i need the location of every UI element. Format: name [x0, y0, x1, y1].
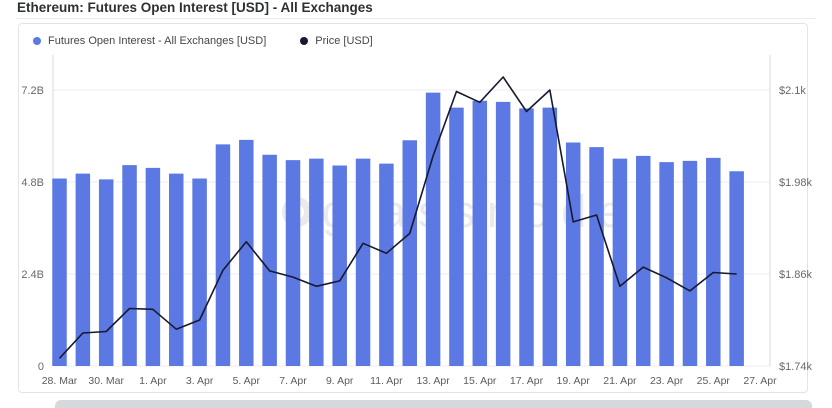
- x-axis-tick-label: 23. Apr: [650, 375, 684, 387]
- price-line: [58, 76, 737, 359]
- oi-bar-3-apr[interactable]: [192, 178, 207, 366]
- left-axis-tick-label: 0: [38, 361, 44, 373]
- oi-bar-1-apr[interactable]: [145, 167, 161, 366]
- x-axis-tick-label: 7. Apr: [279, 375, 307, 387]
- oi-bar-10-apr[interactable]: [355, 158, 371, 366]
- right-axis-tick-label: $2.1k: [779, 85, 806, 97]
- oi-bar-17-apr[interactable]: [519, 108, 534, 367]
- x-axis-tick-label: 17. Apr: [510, 375, 544, 387]
- oi-bar-25-apr[interactable]: [706, 157, 721, 366]
- chart-title: Ethereum: Futures Open Interest [USD] - …: [17, 0, 373, 15]
- oi-bar-11-apr[interactable]: [379, 163, 394, 366]
- oi-bar-21-apr[interactable]: [612, 158, 628, 366]
- oi-bar-29-mar[interactable]: [75, 173, 91, 366]
- oi-bar-13-apr[interactable]: [425, 92, 441, 366]
- oi-bar-31-mar[interactable]: [122, 165, 137, 366]
- title-divider: [16, 18, 816, 19]
- x-axis-tick-label: 11. Apr: [370, 375, 403, 387]
- oi-bar-2-apr[interactable]: [169, 173, 184, 366]
- chart-legend: Futures Open Interest - All Exchanges [U…: [33, 35, 373, 47]
- legend-item-price[interactable]: Price [USD]: [300, 35, 373, 47]
- oi-bar-7-apr[interactable]: [285, 160, 301, 366]
- oi-bar-6-apr[interactable]: [262, 154, 277, 366]
- range-scrollbar[interactable]: [55, 400, 812, 408]
- x-axis-tick-label: 27. Apr: [743, 375, 777, 387]
- oi-bar-28-mar[interactable]: [52, 178, 67, 366]
- legend-item-open-interest[interactable]: Futures Open Interest - All Exchanges [U…: [33, 35, 266, 47]
- open-interest-legend-dot-icon: [33, 37, 41, 45]
- oi-bar-23-apr[interactable]: [659, 162, 674, 366]
- oi-bar-19-apr[interactable]: [565, 142, 581, 366]
- x-axis-tick-label: 28. Mar: [42, 375, 78, 387]
- x-axis-tick-label: 15. Apr: [463, 375, 497, 387]
- price-legend-dot-icon: [300, 37, 309, 45]
- x-axis-tick-label: 21. Apr: [603, 375, 637, 387]
- x-axis-tick-label: 3. Apr: [186, 375, 214, 387]
- x-axis-tick-label: 1. Apr: [139, 375, 167, 387]
- oi-bar-5-apr[interactable]: [239, 139, 254, 366]
- right-axis-tick-label: $1.74k: [779, 361, 813, 373]
- oi-bar-4-apr[interactable]: [215, 144, 231, 366]
- oi-bar-8-apr[interactable]: [309, 158, 324, 366]
- oi-bar-26-apr[interactable]: [729, 171, 744, 366]
- right-axis-tick-label: $1.98k: [779, 177, 813, 189]
- oi-bar-18-apr[interactable]: [542, 107, 558, 366]
- oi-bar-14-apr[interactable]: [449, 107, 464, 366]
- oi-bar-24-apr[interactable]: [682, 160, 698, 366]
- x-axis-tick-label: 19. Apr: [557, 375, 591, 387]
- oi-bar-9-apr[interactable]: [332, 165, 347, 366]
- oi-bar-16-apr[interactable]: [495, 101, 511, 366]
- x-axis-tick-label: 25. Apr: [697, 375, 731, 387]
- oi-bar-20-apr[interactable]: [589, 147, 604, 366]
- left-axis-tick-label: 7.2B: [21, 85, 44, 97]
- x-axis-tick-label: 5. Apr: [233, 375, 261, 387]
- oi-bar-22-apr[interactable]: [636, 155, 651, 366]
- right-axis-tick-label: $1.86k: [779, 269, 813, 281]
- oi-bar-12-apr[interactable]: [402, 140, 418, 366]
- oi-bar-15-apr[interactable]: [472, 100, 488, 366]
- x-axis-tick-label: 13. Apr: [416, 375, 450, 387]
- oi-bar-30-mar[interactable]: [98, 179, 114, 366]
- x-axis-tick-label: 9. Apr: [326, 375, 354, 387]
- open-interest-legend-label: Futures Open Interest - All Exchanges [U…: [48, 35, 267, 47]
- left-axis-tick-label: 2.4B: [21, 269, 44, 281]
- left-axis-tick-label: 4.8B: [21, 177, 44, 189]
- x-axis-tick-label: 30. Mar: [88, 375, 124, 387]
- price-legend-label: Price [USD]: [315, 35, 373, 47]
